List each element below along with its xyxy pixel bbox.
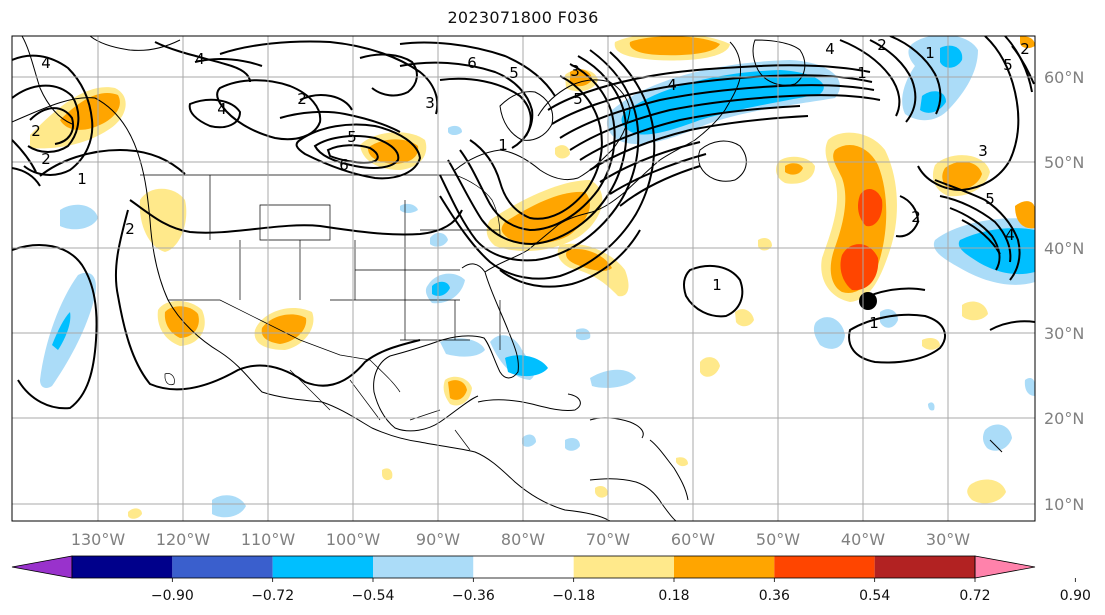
lat-label: 60°N xyxy=(1044,68,1084,87)
contour-label: 4 xyxy=(825,40,835,58)
lon-label: 30°W xyxy=(926,530,970,549)
contour-label: 1 xyxy=(77,170,87,188)
contour-label: 2 xyxy=(31,122,41,140)
coastlines xyxy=(12,36,1003,521)
contour-label: 5 xyxy=(1003,56,1013,74)
lat-label: 40°N xyxy=(1044,239,1084,258)
contour-label: 4 xyxy=(41,54,51,72)
colorbar-extend-high xyxy=(974,555,1036,579)
colorbar-segment xyxy=(874,556,975,578)
contour-label: 5 xyxy=(347,128,357,146)
colorbar: −0.90 −0.72 −0.54 −0.36 −0.18 0.18 0.36 0.54 0.7… xyxy=(11,555,1091,604)
longitude-labels: 130°W 120°W 110°W 100°W 90°W 80°W 70°W 60°W 50°W… xyxy=(71,530,970,549)
lon-label: 130°W xyxy=(71,530,126,549)
lon-label: 50°W xyxy=(756,530,800,549)
contour-label: 3 xyxy=(978,142,988,160)
colorbar-segment xyxy=(272,556,373,578)
contour-label: 4 xyxy=(1005,226,1015,244)
contour-label: 2 xyxy=(1020,40,1030,58)
colorbar-extend-low xyxy=(11,555,73,579)
colorbar-segment xyxy=(473,556,574,578)
contour-label: 3 xyxy=(570,62,580,80)
gridlines xyxy=(12,36,1035,521)
contour-label: 5 xyxy=(573,90,583,108)
lon-label: 110°W xyxy=(241,530,296,549)
colorbar-tick-label: 0.72 xyxy=(959,588,990,604)
colorbar-tick-label: 0.36 xyxy=(759,588,790,604)
lon-label: 80°W xyxy=(501,530,545,549)
contour-label: 4 xyxy=(667,76,677,94)
contour-label: 5 xyxy=(985,190,995,208)
colorbar-segment xyxy=(674,556,775,578)
contour-label: 2 xyxy=(911,208,921,226)
contour-label: 1 xyxy=(857,64,867,82)
lon-label: 40°W xyxy=(841,530,885,549)
contour-label: 6 xyxy=(467,54,477,72)
map-title: 2023071800 F036 xyxy=(447,8,599,27)
contour-label: 1 xyxy=(925,44,935,62)
contour-label: 1 xyxy=(869,314,879,332)
colorbar-tick-label: −0.54 xyxy=(352,588,395,604)
contour-label: 1 xyxy=(498,136,508,154)
contour-label: 1 xyxy=(712,276,722,294)
colorbar-segment xyxy=(172,556,273,578)
colorbar-tick-label: −0.72 xyxy=(251,588,294,604)
colorbar-tick-label: 0.18 xyxy=(658,588,689,604)
lon-label: 90°W xyxy=(416,530,460,549)
lon-label: 60°W xyxy=(671,530,715,549)
lon-label: 100°W xyxy=(326,530,381,549)
contour-lines xyxy=(12,36,1035,410)
lat-label: 50°N xyxy=(1044,153,1084,172)
lat-label: 20°N xyxy=(1044,409,1084,428)
contour-label: 4 xyxy=(195,50,205,68)
colorbar-segment xyxy=(774,556,875,578)
colorbar-tick-label: −0.18 xyxy=(552,588,595,604)
colorbar-tick-label: 0.90 xyxy=(1060,588,1091,604)
contour-label: 5 xyxy=(509,64,519,82)
contour-label: 2 xyxy=(297,90,307,108)
contour-label: 2 xyxy=(125,220,135,238)
political-borders xyxy=(140,174,501,451)
contour-label: 2 xyxy=(41,150,51,168)
contour-label: 6 xyxy=(339,156,349,174)
colorbar-tick-label: 0.54 xyxy=(859,588,890,604)
latitude-labels: 60°N 50°N 40°N 30°N 20°N 10°N xyxy=(1044,68,1084,514)
colorbar-tick-label: −0.36 xyxy=(452,588,495,604)
colorbar-segment xyxy=(373,556,474,578)
colorbar-segment xyxy=(573,556,674,578)
contour-label: 2 xyxy=(877,36,887,54)
location-marker xyxy=(859,292,877,310)
lat-label: 10°N xyxy=(1044,495,1084,514)
map-frame xyxy=(11,35,1036,522)
colorbar-tick-label: −0.90 xyxy=(151,588,194,604)
contour-label: 4 xyxy=(217,100,227,118)
lat-label: 30°N xyxy=(1044,324,1084,343)
lon-label: 70°W xyxy=(586,530,630,549)
contour-label: 3 xyxy=(425,94,435,112)
lon-label: 120°W xyxy=(156,530,211,549)
colorbar-segment xyxy=(72,556,173,578)
